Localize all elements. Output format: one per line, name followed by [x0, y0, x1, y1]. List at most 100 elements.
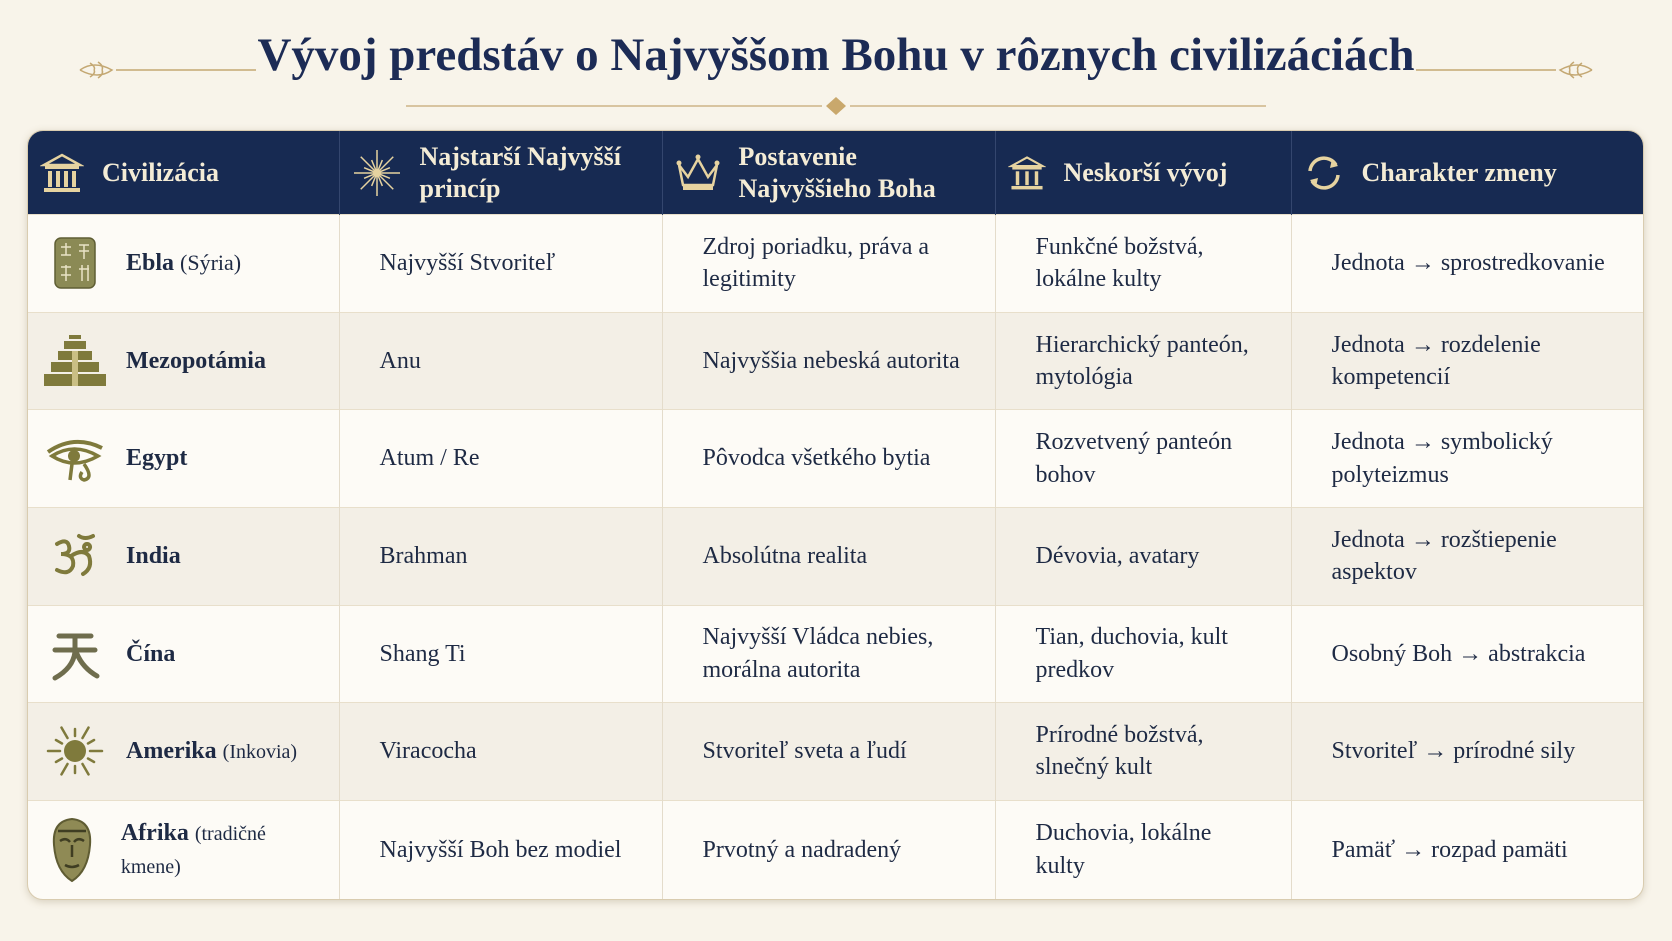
cell-later: Rozvetvený panteón bohov	[995, 409, 1292, 508]
table-body: Ebla (Sýria) Najvyšší Stvoriteľ Zdroj pori…	[28, 214, 1643, 899]
civilization-cell: Ebla (Sýria)	[28, 214, 340, 313]
table-row: Egypt Atum / Re Pôvodca všetkého bytia Rozv…	[28, 409, 1643, 508]
cell-principle: Brahman	[339, 506, 663, 605]
title: Vývoj predstáv o Najvyššom Bohu v rôznyc…	[257, 29, 1415, 81]
cell-principle: Shang Ti	[339, 604, 663, 703]
header-row: Civilizácia Najstarší Najvyšší princíp Pos…	[28, 131, 1643, 215]
header-label: Neskorší vývoj	[1063, 157, 1228, 187]
header-cell: Charakter zmeny	[1304, 153, 1631, 193]
change: Pamäť → rozpad pamäti	[1331, 836, 1568, 863]
later: Funkčné božstvá, lokálne kulty	[1035, 233, 1204, 293]
civilization-icon	[42, 817, 103, 883]
civilization-name: India	[126, 542, 181, 569]
column-header: Najstarší Najvyšší princíp	[339, 131, 663, 215]
civilization-name: Egypt	[126, 445, 188, 472]
cell-principle: Viracocha	[339, 702, 663, 801]
later: Duchovia, lokálne kulty	[1035, 820, 1212, 879]
civilization-cell: Mezopotámia	[28, 311, 340, 410]
cell-later: Duchovia, lokálne kulty	[995, 799, 1292, 899]
cell-change: Jednota → rozštiepenie aspektov	[1291, 506, 1643, 605]
table-row: Čína Shang Ti Najvyšší Vládca nebies, morá…	[28, 604, 1643, 703]
header-label: Postavenie Najvyššieho Boha	[738, 142, 936, 203]
civilization-cell: Afrika (tradičné kmene)	[28, 799, 340, 899]
change: Jednota → rozštiepenie aspektov	[1331, 526, 1557, 586]
civilization-text: Mezopotámia	[126, 345, 266, 377]
cell-status: Najvyššia nebeská autorita	[662, 311, 996, 410]
civilization-text: Egypt	[126, 442, 187, 474]
column-header: Postavenie Najvyššieho Boha	[662, 131, 996, 215]
cell-later: Tian, duchovia, kult predkov	[995, 604, 1292, 703]
status: Prvotný a nadradený	[702, 836, 902, 863]
civilization-note: (Inkovia)	[222, 741, 298, 764]
civilization-cell: India	[28, 506, 340, 605]
civilization: Čína	[42, 626, 315, 682]
header-icon	[675, 153, 721, 193]
later: Rozvetvený panteón bohov	[1035, 429, 1233, 488]
civilization-note: (tradičné kmene)	[120, 823, 266, 878]
cell-later: Hierarchický panteón, mytológia	[995, 311, 1292, 410]
civilization-name: Ebla	[126, 250, 175, 277]
civilization-name: Amerika	[126, 738, 217, 765]
civilization-icon	[42, 333, 108, 389]
change: Jednota → rozdelenie kompetencií	[1331, 331, 1541, 390]
principle: Najvyšší Stvoriteľ	[379, 250, 556, 277]
civilization-icon	[42, 434, 108, 484]
civilization-name: Čína	[126, 640, 176, 667]
header-label: Najstarší Najvyšší princíp	[419, 142, 622, 203]
civilization-text: India	[126, 540, 181, 572]
civilization-note: (Sýria)	[180, 250, 242, 276]
header-icon	[1304, 153, 1344, 193]
header-label: Charakter zmeny	[1361, 157, 1557, 187]
cell-status: Zdroj poriadku, práva a legitimity	[662, 214, 996, 313]
civilization-icon	[42, 235, 108, 291]
cell-change: Stvoriteľ → prírodné sily	[1291, 702, 1643, 801]
cell-status: Absolútna realita	[662, 506, 996, 605]
principle: Brahman	[379, 542, 468, 569]
later: Hierarchický panteón, mytológia	[1035, 331, 1249, 390]
cell-status: Najvyšší Vládca nebies, morálna autorita	[662, 604, 996, 703]
cell-later: Prírodné božstvá, slnečný kult	[995, 702, 1292, 801]
principle: Viracocha	[379, 738, 477, 765]
table-container: Civilizácia Najstarší Najvyšší princíp Pos…	[27, 130, 1644, 900]
ornament-right	[1416, 61, 1593, 79]
header-cell: Neskorší vývoj	[1007, 152, 1279, 194]
civilization-name: Mezopotámia	[126, 347, 266, 374]
column-header: Charakter zmeny	[1291, 131, 1643, 215]
civilization-icon	[42, 626, 108, 682]
civilization: Afrika (tradičné kmene)	[42, 817, 315, 883]
status: Absolútna realita	[702, 542, 868, 569]
column-header: Civilizácia	[28, 131, 340, 215]
civilization-text: Afrika (tradičné kmene)	[121, 817, 315, 882]
header-label: Civilizácia	[102, 157, 219, 187]
table-row: Mezopotámia Anu Najvyššia nebeská autorita…	[28, 311, 1643, 410]
cell-later: Dévovia, avatary	[995, 506, 1292, 605]
civilization: Amerika (Inkovia)	[42, 722, 315, 780]
change: Osobný Boh → abstrakcia	[1331, 640, 1586, 667]
cell-change: Osobný Boh → abstrakcia	[1291, 604, 1643, 703]
cell-principle: Najvyšší Stvoriteľ	[339, 214, 663, 313]
column-header: Neskorší vývoj	[995, 131, 1292, 215]
status: Pôvodca všetkého bytia	[702, 445, 931, 472]
table: Civilizácia Najstarší Najvyšší princíp Pos…	[28, 131, 1643, 899]
civilization: Egypt	[42, 434, 315, 484]
title-divider	[406, 97, 1266, 115]
table-row: Afrika (tradičné kmene) Najvyšší Boh bez …	[28, 799, 1643, 899]
header-icon	[40, 151, 84, 195]
table-row: India Brahman Absolútna realita Dévovia, av…	[28, 506, 1643, 605]
status: Zdroj poriadku, práva a legitimity	[702, 233, 930, 293]
civilization-text: Čína	[126, 638, 175, 670]
civilization: Ebla (Sýria)	[42, 235, 315, 291]
civilization-cell: Egypt	[28, 409, 340, 508]
cell-change: Jednota → sprostredkovanie	[1291, 214, 1643, 313]
cell-status: Pôvodca všetkého bytia	[662, 409, 996, 508]
principle: Shang Ti	[379, 640, 466, 667]
header-cell: Postavenie Najvyššieho Boha	[675, 141, 983, 203]
civilization: India	[42, 530, 315, 582]
civilization-cell: Čína	[28, 604, 340, 703]
header-cell: Najstarší Najvyšší princíp	[352, 141, 650, 203]
cell-principle: Anu	[339, 311, 663, 410]
ornament-left	[79, 61, 256, 79]
header-cell: Civilizácia	[40, 151, 327, 195]
civilization-icon	[42, 530, 108, 582]
